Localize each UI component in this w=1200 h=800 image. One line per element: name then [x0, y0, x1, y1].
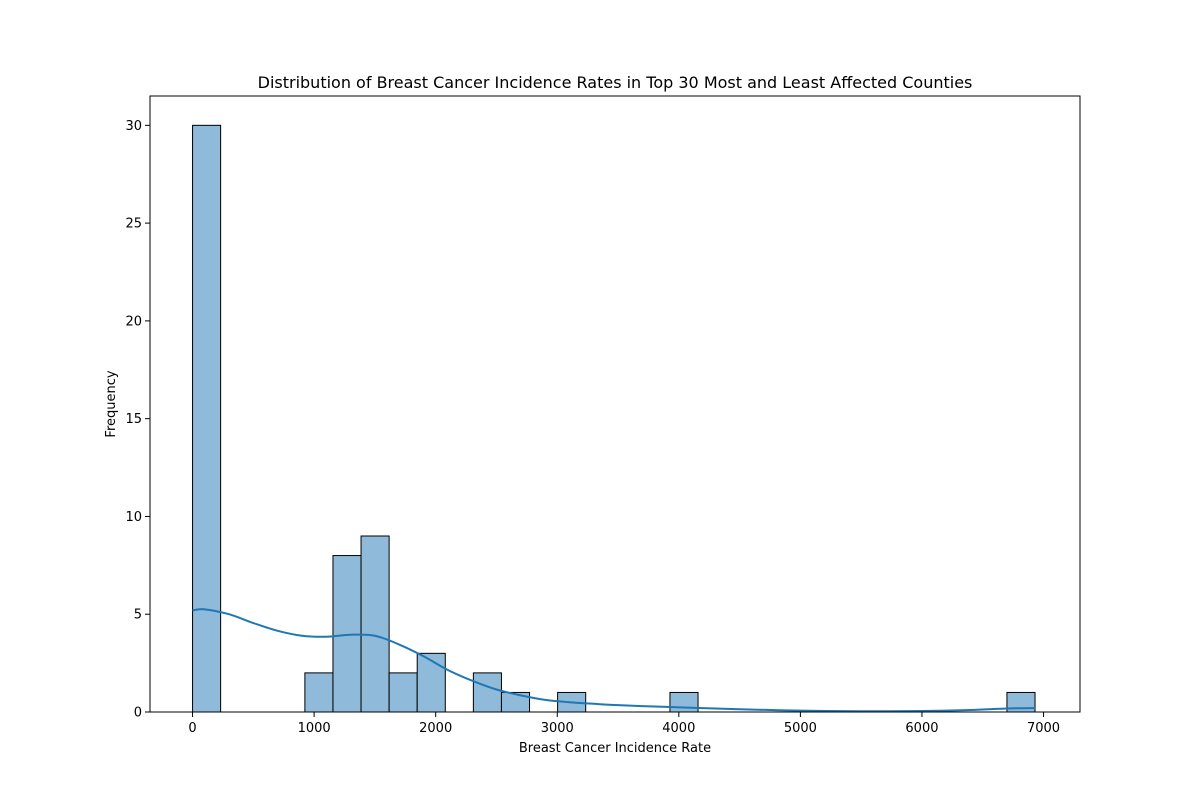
histogram-bar-5 — [416, 652, 446, 713]
y-tick-label: 0 — [134, 706, 142, 721]
histogram-bar-6 — [472, 672, 502, 713]
plot-frame — [149, 95, 1081, 713]
y-axis-ticks: 0 5 10 15 20 25 30 — [125, 119, 150, 721]
x-tick-label: 3000 — [541, 721, 574, 736]
x-tick-label: 0 — [188, 721, 196, 736]
histogram-bar-9 — [669, 691, 699, 713]
y-tick-label: 5 — [134, 608, 142, 623]
x-tick-label: 6000 — [905, 721, 938, 736]
histogram-bar-3 — [360, 535, 390, 713]
y-tick-label: 25 — [125, 217, 142, 232]
histogram-bar-0 — [192, 124, 222, 713]
x-axis-ticks: 0 1000 2000 3000 4000 5000 6000 7000 — [188, 712, 1060, 736]
histogram-bar-4 — [388, 672, 418, 713]
x-tick-label: 1000 — [298, 721, 331, 736]
kde-layer — [192, 608, 1036, 713]
bars-layer — [192, 124, 1036, 713]
x-axis-label: Breast Cancer Incidence Rate — [519, 741, 711, 756]
y-tick-label: 20 — [125, 314, 142, 329]
histogram-bar-1 — [304, 672, 334, 713]
y-tick-label: 30 — [125, 119, 142, 134]
kde-curve — [192, 608, 1036, 713]
x-tick-label: 5000 — [784, 721, 817, 736]
x-tick-label: 7000 — [1027, 721, 1060, 736]
y-axis-label: Frequency — [104, 370, 119, 437]
x-tick-label: 4000 — [662, 721, 695, 736]
y-tick-label: 10 — [125, 510, 142, 525]
chart-title: Distribution of Breast Cancer Incidence … — [258, 73, 973, 92]
y-tick-label: 15 — [125, 412, 142, 427]
x-tick-label: 2000 — [419, 721, 452, 736]
